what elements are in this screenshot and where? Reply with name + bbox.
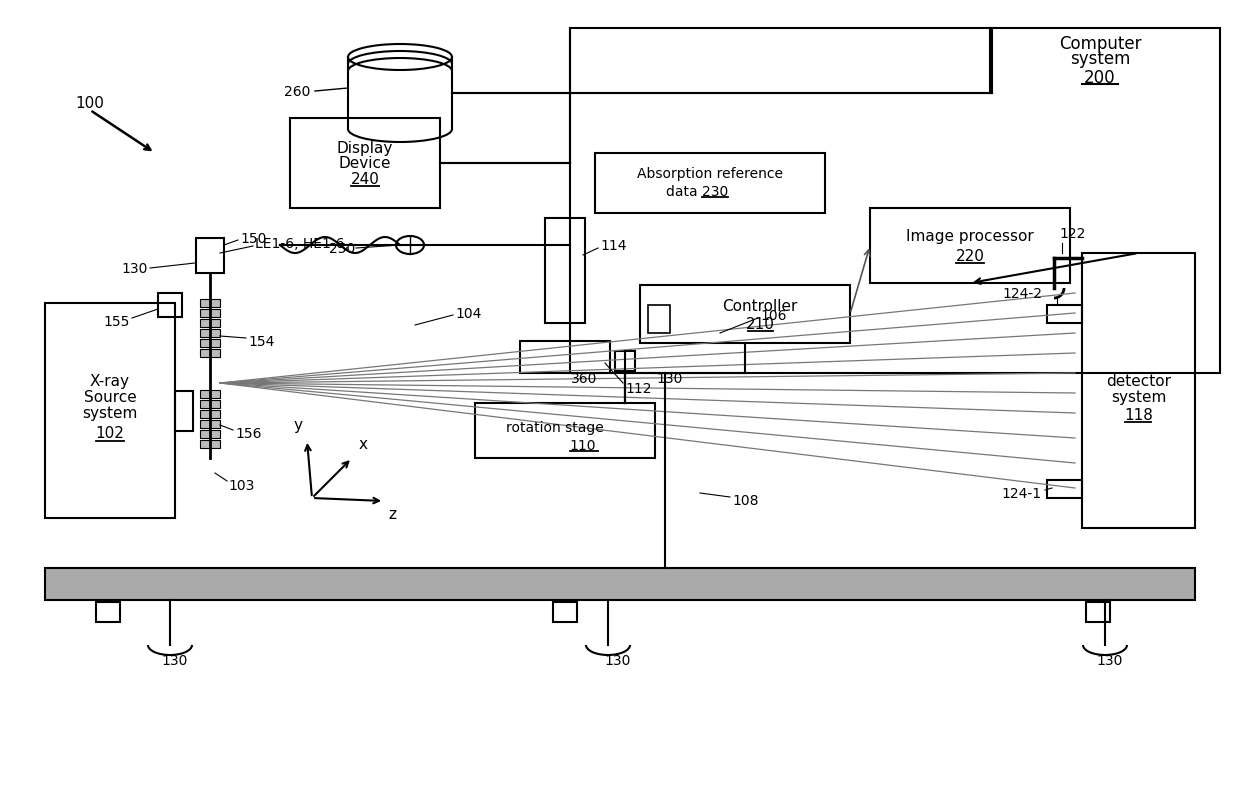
Text: 130: 130	[656, 372, 682, 385]
Text: 250: 250	[329, 242, 355, 255]
FancyBboxPatch shape	[200, 320, 219, 328]
Text: system: system	[1070, 50, 1130, 68]
FancyBboxPatch shape	[95, 602, 120, 622]
Text: x: x	[360, 437, 368, 451]
Text: Source: Source	[83, 389, 136, 405]
Text: 112: 112	[625, 381, 651, 396]
Text: 122: 122	[1059, 226, 1085, 241]
Text: 130: 130	[605, 653, 631, 667]
Text: 130: 130	[161, 653, 188, 667]
Text: z: z	[388, 507, 396, 521]
FancyBboxPatch shape	[649, 306, 670, 333]
Text: 130: 130	[1097, 653, 1123, 667]
Text: 110: 110	[569, 438, 596, 452]
Text: 108: 108	[732, 493, 759, 507]
Text: 360: 360	[570, 372, 596, 385]
Text: 106: 106	[760, 308, 786, 323]
Text: 240: 240	[351, 173, 379, 187]
FancyBboxPatch shape	[1086, 602, 1110, 622]
Text: 155: 155	[104, 315, 130, 328]
Text: 260: 260	[284, 85, 310, 99]
Text: Controller: Controller	[723, 300, 797, 314]
Text: Image processor: Image processor	[906, 229, 1034, 243]
Text: X-ray: X-ray	[91, 373, 130, 389]
FancyBboxPatch shape	[200, 401, 219, 409]
Text: 124-2: 124-2	[1002, 287, 1042, 300]
Text: system: system	[1111, 389, 1166, 405]
Text: Device: Device	[339, 157, 392, 171]
Text: LE1-6, HE1-6,: LE1-6, HE1-6,	[255, 237, 348, 251]
Text: 230: 230	[702, 185, 728, 199]
Text: 124-1: 124-1	[1002, 487, 1042, 500]
Text: 154: 154	[248, 335, 274, 349]
Text: detector: detector	[1106, 373, 1171, 389]
Text: data: data	[666, 185, 702, 199]
Text: 220: 220	[956, 249, 985, 263]
Text: 104: 104	[455, 307, 481, 320]
FancyBboxPatch shape	[200, 340, 219, 348]
FancyBboxPatch shape	[200, 390, 219, 398]
FancyBboxPatch shape	[200, 410, 219, 418]
Text: Absorption reference: Absorption reference	[637, 167, 782, 181]
Text: 210: 210	[745, 317, 775, 332]
FancyBboxPatch shape	[200, 441, 219, 448]
FancyBboxPatch shape	[45, 569, 1195, 601]
FancyBboxPatch shape	[200, 349, 219, 357]
Ellipse shape	[396, 237, 424, 255]
FancyBboxPatch shape	[200, 329, 219, 337]
FancyBboxPatch shape	[200, 300, 219, 308]
FancyBboxPatch shape	[200, 310, 219, 318]
FancyBboxPatch shape	[200, 430, 219, 438]
Text: 114: 114	[600, 238, 626, 253]
Text: 100: 100	[74, 96, 104, 112]
Text: system: system	[82, 406, 138, 421]
Text: y: y	[294, 418, 303, 433]
Text: 103: 103	[228, 479, 254, 492]
Text: Computer: Computer	[1059, 35, 1141, 53]
Text: 150: 150	[241, 232, 267, 246]
Text: 118: 118	[1125, 407, 1153, 422]
Text: 130: 130	[122, 262, 148, 275]
Text: 156: 156	[236, 426, 262, 441]
Text: 102: 102	[95, 426, 124, 441]
FancyBboxPatch shape	[200, 421, 219, 429]
Text: rotation stage: rotation stage	[506, 421, 604, 434]
FancyBboxPatch shape	[553, 602, 577, 622]
Text: Display: Display	[337, 141, 393, 157]
Text: 200: 200	[1084, 69, 1116, 87]
